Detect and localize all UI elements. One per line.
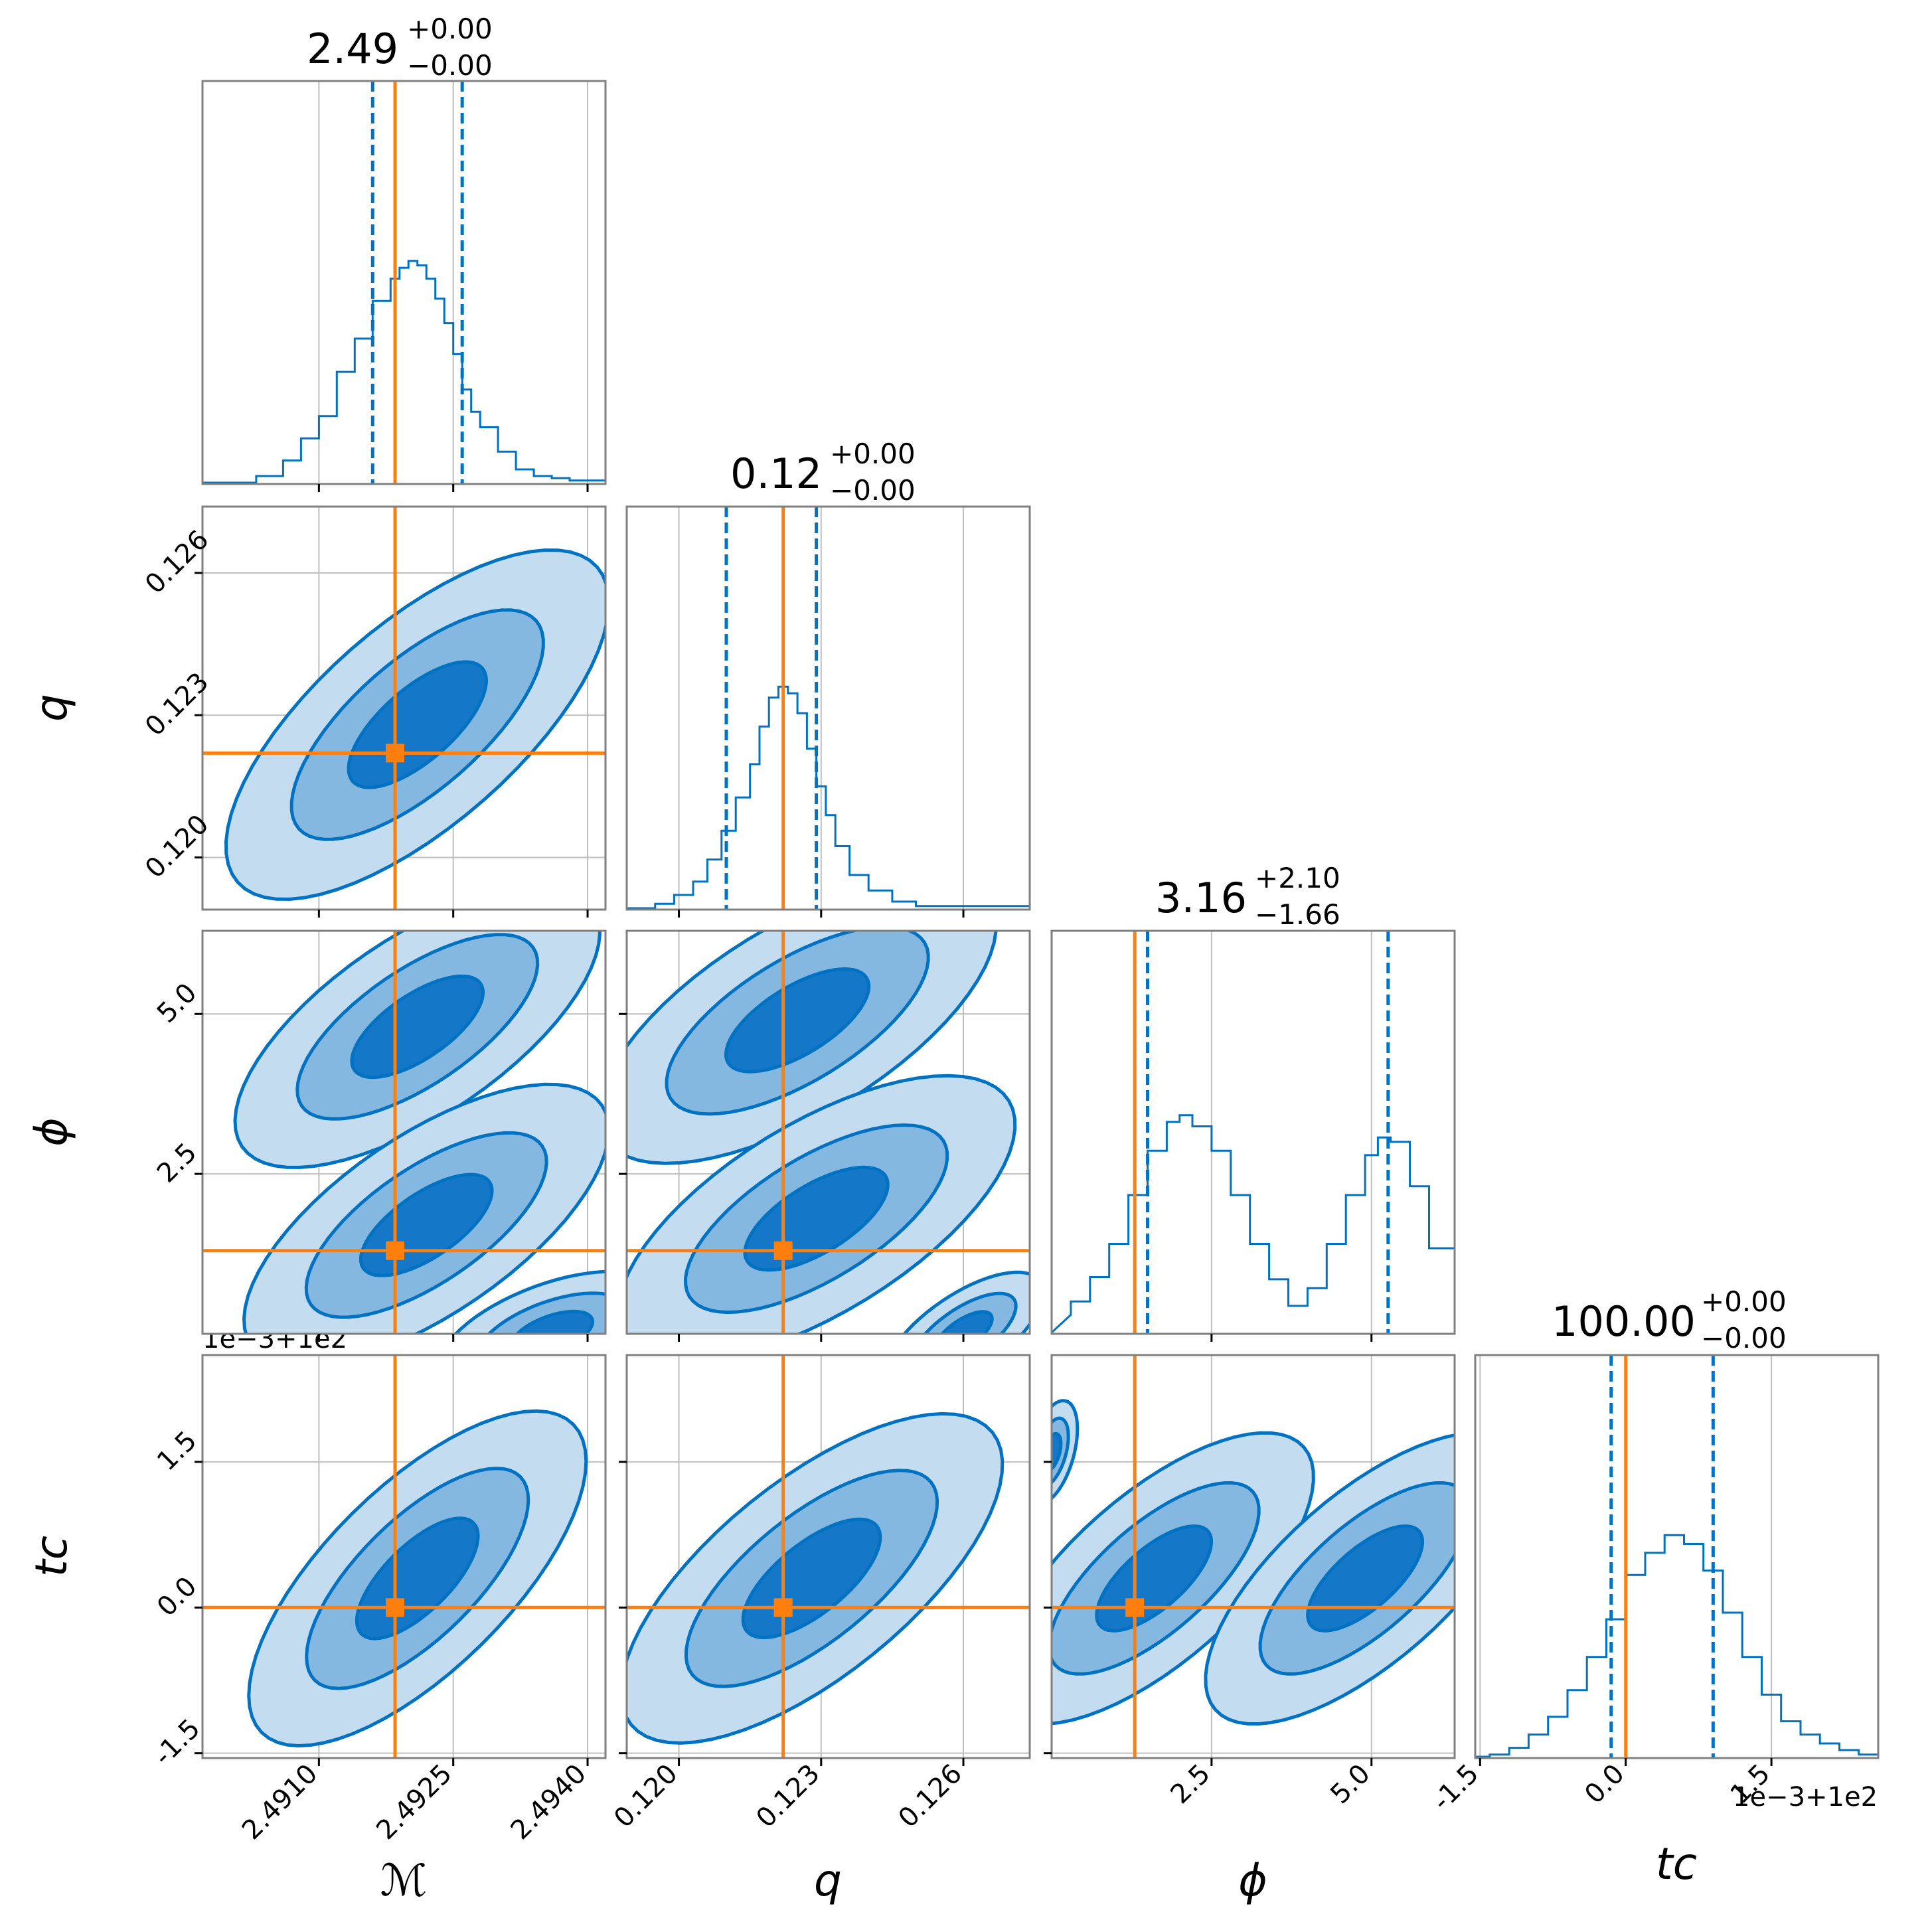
marginal-hist-q	[627, 685, 1030, 910]
x-axis-label-q: q	[814, 1855, 842, 1906]
panel-title-2-plus: +2.10	[1255, 862, 1340, 894]
panel-frame-t_c-M	[201, 1354, 607, 1759]
marginal-hist-M	[202, 260, 605, 484]
panel-title-1-plus: +0.00	[830, 438, 916, 470]
x-axis-label-phi: ϕ	[1238, 1855, 1267, 1906]
y-axis-label-tc: tᴄ	[26, 1536, 77, 1577]
panel-title-3-minus: −0.00	[1701, 1322, 1787, 1354]
x-axis-label-M: ℳ	[380, 1855, 428, 1906]
density-contour-t_c-phi-b-3	[1306, 1524, 1425, 1633]
density-contour-q-M-a-3	[347, 660, 488, 789]
density-contour-phi-M-c-3	[515, 1309, 595, 1334]
y-tick-label-phi-0: 2.5	[151, 1137, 203, 1189]
x-tick-label-q-0: 0.120	[608, 1759, 684, 1834]
panel-t_c-q	[627, 1355, 1030, 1758]
panel-title-0-plus: +0.00	[407, 13, 493, 45]
panel-title-2-minus: −1.66	[1255, 898, 1340, 931]
y-tick-label-t_c-1: 0.0	[151, 1571, 203, 1623]
truth-marker-phi-M	[386, 1241, 405, 1260]
density-contour-phi-q-c-3	[940, 1310, 994, 1334]
panel-frame-phi-M	[201, 929, 607, 1335]
panel-frame-t_c-q	[625, 1354, 1031, 1759]
y-tick-label-phi-1: 5.0	[151, 977, 203, 1029]
x-tick-label-q-1: 0.123	[750, 1759, 826, 1834]
density-contour-phi-M-a-3	[350, 974, 485, 1080]
panel-phi-M	[202, 931, 605, 1334]
panel-phi-phi	[1052, 931, 1455, 1334]
y-axis-label-q: q	[26, 694, 77, 722]
density-contour-t_c-phi-a-3	[1095, 1524, 1213, 1633]
panel-q-q	[627, 507, 1030, 910]
panel-title-1: 0.12	[730, 449, 822, 498]
density-contour-phi-q-a-3	[724, 967, 871, 1074]
panel-title-2: 3.16	[1155, 874, 1247, 922]
offset-text-bottom: 1e−3+1e2	[1733, 1782, 1878, 1812]
x-tick-label-t_c-1: 0.0	[1579, 1759, 1631, 1811]
panel-title-3-plus: +0.00	[1701, 1285, 1787, 1318]
panel-frame-q-q	[625, 505, 1031, 911]
panel-t_c-t_c	[1475, 1355, 1878, 1758]
truth-marker-phi-q	[773, 1241, 793, 1260]
panel-title-0: 2.49	[307, 25, 398, 73]
y-tick-label-t_c-0: -1.5	[148, 1714, 206, 1772]
panel-phi-q	[627, 931, 1030, 1334]
panel-q-M	[202, 507, 605, 910]
x-tick-label-t_c-0: -1.5	[1427, 1759, 1485, 1817]
panel-frame-phi-q	[625, 929, 1031, 1335]
x-tick-label-phi-0: 2.5	[1165, 1759, 1216, 1811]
x-tick-label-M-2: 2.4940	[505, 1759, 592, 1846]
panel-M-M	[202, 81, 605, 484]
x-tick-label-M-1: 2.4925	[370, 1759, 457, 1846]
density-contour-t_c-phi-c-3	[1052, 1431, 1063, 1471]
panel-bg-q-q	[627, 507, 1030, 910]
y-tick-label-t_c-2: 1.5	[151, 1425, 203, 1477]
x-tick-label-M-0: 2.4910	[236, 1759, 323, 1846]
x-axis-label-tc: tᴄ	[1656, 1838, 1697, 1890]
truth-marker-t_c-q	[773, 1598, 793, 1617]
truth-marker-t_c-phi	[1125, 1598, 1145, 1617]
panel-t_c-M	[202, 1355, 605, 1758]
panel-title-1-minus: −0.00	[830, 474, 916, 507]
panel-frame-t_c-t_c	[1474, 1354, 1880, 1759]
x-tick-label-q-2: 0.126	[893, 1759, 969, 1834]
marginal-hist-t_c	[1475, 1534, 1878, 1758]
panel-frame-M-M	[201, 80, 607, 485]
marginal-hist-phi	[1052, 1114, 1455, 1334]
panel-title-3: 100.00	[1552, 1297, 1696, 1346]
panel-bg-t_c-t_c	[1475, 1355, 1878, 1758]
panel-bg-M-M	[202, 81, 605, 484]
truth-marker-t_c-M	[386, 1598, 405, 1617]
panel-bg-phi-phi	[1052, 931, 1455, 1334]
panel-frame-q-M	[201, 505, 607, 911]
x-tick-label-phi-1: 5.0	[1325, 1759, 1376, 1811]
truth-marker-q-M	[386, 744, 405, 763]
panel-frame-phi-phi	[1050, 929, 1456, 1335]
panel-frame-t_c-phi	[1050, 1354, 1456, 1759]
panel-t_c-phi	[1052, 1355, 1455, 1758]
y-axis-label-phi: ϕ	[26, 1117, 77, 1147]
panel-title-0-minus: −0.00	[407, 49, 493, 82]
